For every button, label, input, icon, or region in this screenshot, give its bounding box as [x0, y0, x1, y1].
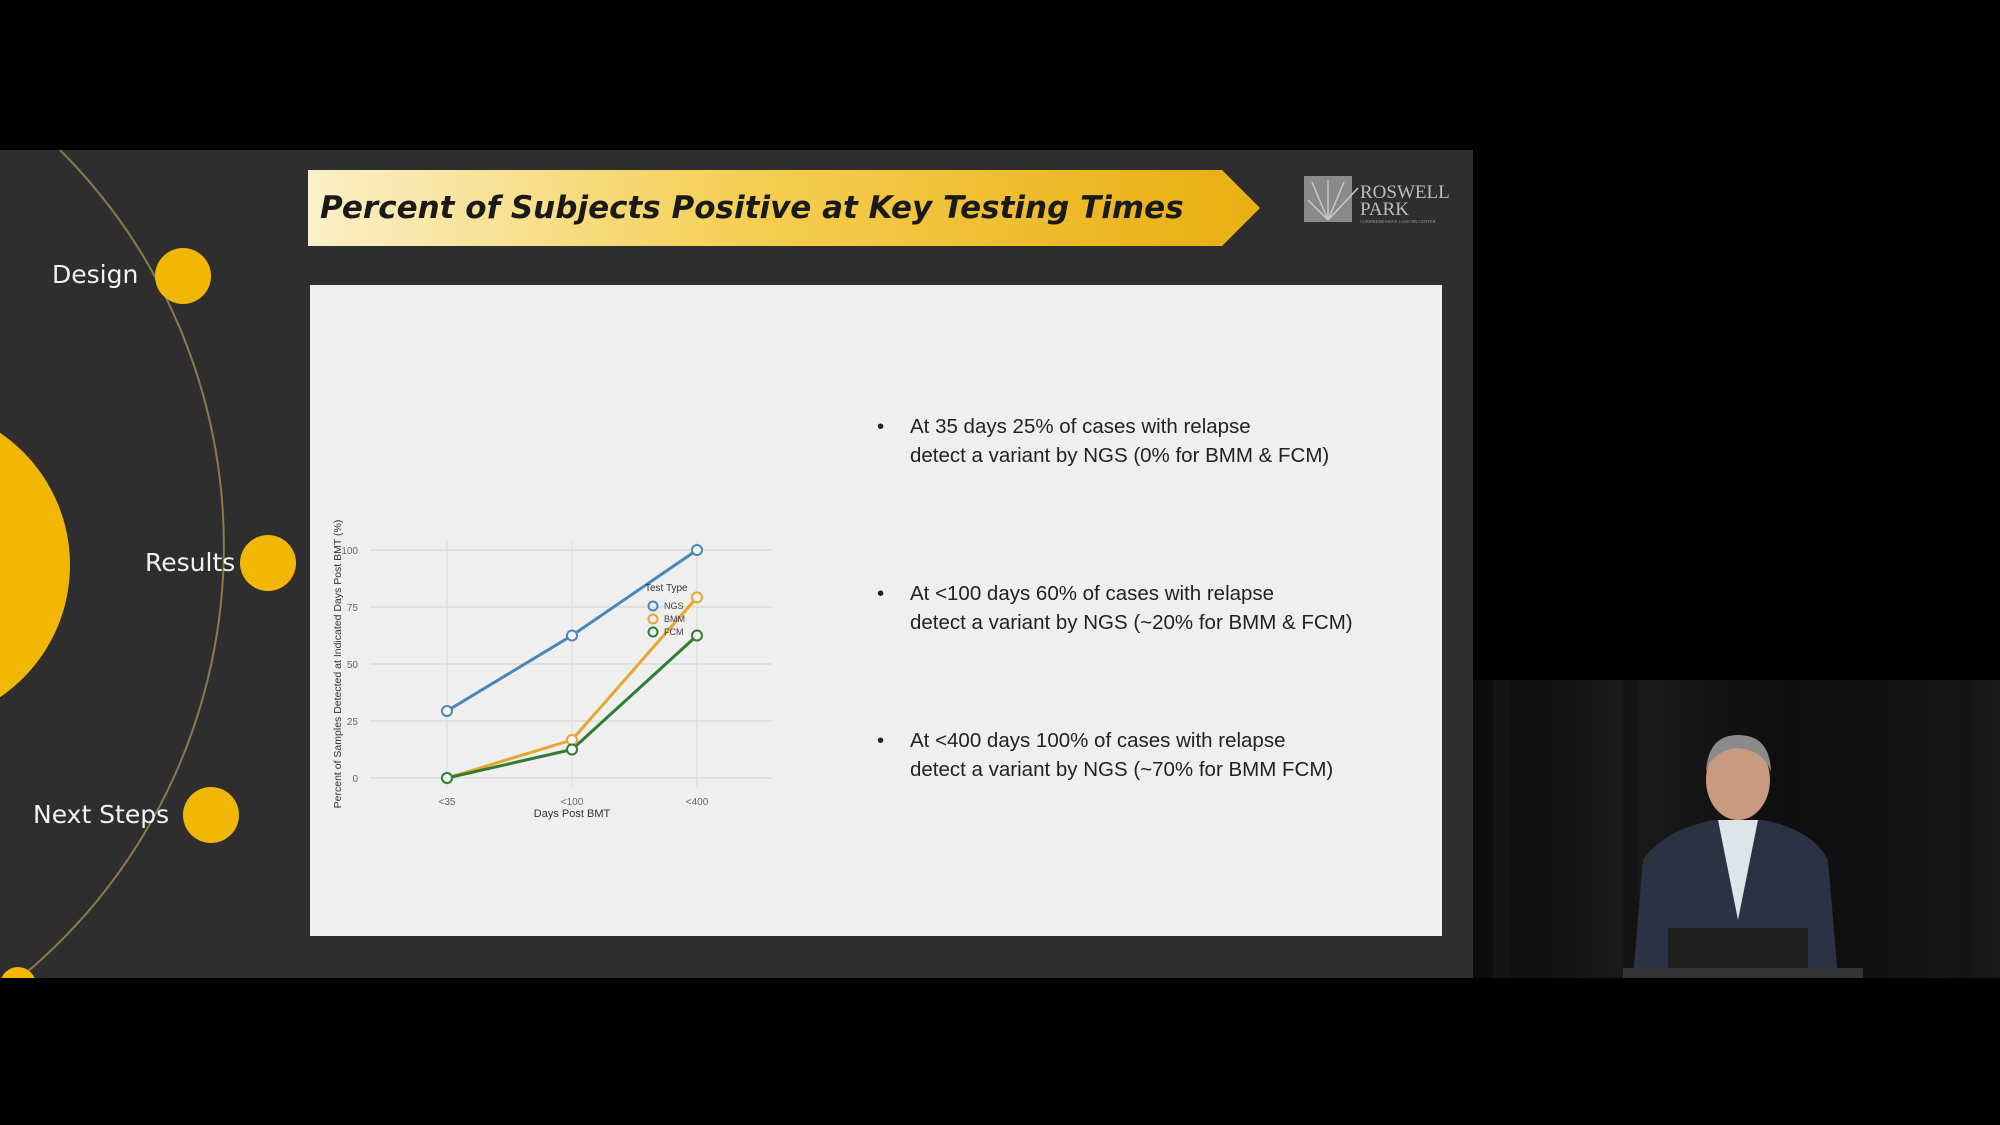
- x-tick-label: <100: [561, 797, 584, 808]
- laptop: [1668, 928, 1808, 970]
- bullet-2-line-2: detect a variant by NGS (~20% for BMM & …: [910, 611, 1353, 634]
- section-nav-arc: [0, 150, 296, 978]
- y-tick-label: 25: [347, 717, 359, 728]
- nav-label-next-steps[interactable]: Next Steps: [33, 800, 170, 829]
- bullet-1-line-1: At 35 days 25% of cases with relapse: [910, 415, 1251, 438]
- legend-marker-bmm: [647, 613, 659, 625]
- presentation-slide: Design Results Next Steps Percent of Sub…: [0, 150, 1473, 978]
- nav-dot-design[interactable]: [155, 248, 211, 304]
- y-tick-label: 100: [341, 546, 358, 557]
- speaker-head: [1706, 740, 1770, 820]
- title-banner: Percent of Subjects Positive at Key Test…: [308, 170, 1260, 246]
- y-axis-label: Percent of Samples Detected at Indicated…: [332, 520, 344, 809]
- x-tick-label: <400: [686, 797, 709, 808]
- svg-text:COMPREHENSIVE CANCER CENTER: COMPREHENSIVE CANCER CENTER: [1360, 219, 1436, 224]
- nav-dot-extra: [1, 967, 35, 978]
- data-point-fcm: [441, 772, 453, 784]
- legend-label-ngs: NGS: [664, 601, 684, 611]
- bullet-1-line-2: detect a variant by NGS (0% for BMM & FC…: [910, 444, 1330, 467]
- bullet-3-line-1: At <400 days 100% of cases with relapse: [910, 729, 1286, 752]
- data-point-fcm: [691, 629, 703, 642]
- data-point-ngs: [441, 704, 453, 717]
- data-point-ngs: [566, 629, 578, 642]
- bullet-3-line-2: detect a variant by NGS (~70% for BMM FC…: [910, 758, 1334, 781]
- data-point-fcm: [566, 743, 578, 756]
- data-point-ngs: [691, 544, 703, 556]
- y-tick-label: 75: [347, 603, 359, 614]
- x-axis-label: Days Post BMT: [534, 808, 611, 820]
- data-point-bmm: [566, 733, 578, 746]
- x-tick-label: <35: [439, 797, 456, 808]
- nav-label-results[interactable]: Results: [145, 548, 236, 577]
- line-chart: 0 25 50 75 100 <35 <100 <400 Days Post BMT Percen…: [332, 520, 772, 820]
- legend-label-bmm: BMM: [664, 614, 685, 624]
- slide-title: Percent of Subjects Positive at Key Test…: [320, 190, 1184, 226]
- legend-marker-ngs: [647, 600, 659, 612]
- svg-text:PARK: PARK: [1360, 199, 1409, 220]
- y-tick-label: 50: [347, 660, 359, 671]
- nav-label-design[interactable]: Design: [52, 260, 139, 289]
- bullet-3: • At <400 days 100% of cases with relaps…: [877, 726, 1334, 784]
- nav-dot-results[interactable]: [240, 535, 296, 591]
- svg-text:ROSWELL: ROSWELL: [1360, 182, 1450, 203]
- nav-dot-next-steps[interactable]: [183, 787, 239, 843]
- legend-title: Test Type: [645, 583, 688, 594]
- bullet-2-line-1: At <100 days 60% of cases with relapse: [910, 582, 1275, 605]
- speaker-video: [1473, 680, 2000, 978]
- bullet-2: • At <100 days 60% of cases with relapse…: [877, 579, 1353, 637]
- roswell-park-logo: ROSWELL PARK COMPREHENSIVE CANCER CENTER: [1302, 168, 1452, 226]
- nav-arc-line: [19, 150, 225, 978]
- content-panel: 0 25 50 75 100 <35 <100 <400 Days Post BMT Percen…: [310, 285, 1442, 936]
- legend-label-fcm: FCM: [664, 627, 684, 637]
- bullet-1: • At 35 days 25% of cases with relapse d…: [877, 412, 1330, 470]
- legend-marker-fcm: [647, 626, 659, 638]
- data-point-bmm: [691, 591, 703, 604]
- y-tick-label: 0: [352, 774, 358, 785]
- current-section-circle: [0, 432, 70, 698]
